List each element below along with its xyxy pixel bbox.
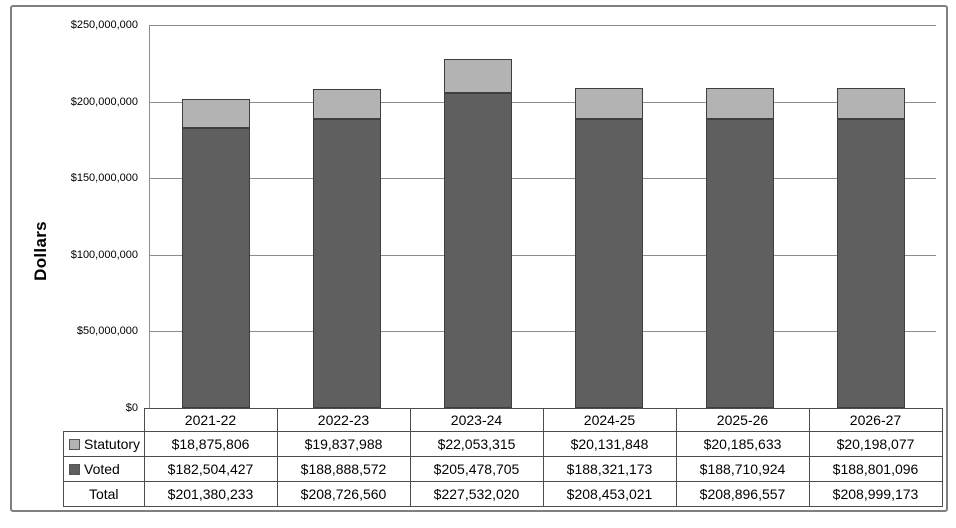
table-corner-cell: [64, 409, 145, 432]
legend-swatch-statutory-icon: [69, 439, 80, 450]
bar-segment-voted: [705, 119, 774, 408]
bar-segment-statutory: [705, 88, 774, 119]
y-axis-ticks: $0 $50,000,000 $100,000,000 $150,000,000 $20…: [0, 0, 138, 528]
table-value-cell: $20,198,077: [808, 431, 943, 457]
plot-area: [149, 25, 936, 408]
table-value-cell: $182,504,427: [143, 456, 278, 482]
category-label: 2023-24: [409, 408, 544, 432]
gridline: [150, 254, 936, 256]
table-value-cell: $205,478,705: [409, 456, 544, 482]
table-value-cell: $208,726,560: [276, 481, 411, 507]
bar-segment-statutory: [312, 89, 381, 119]
row-label-text: Statutory: [84, 436, 141, 452]
table-value-cell: $18,875,806: [143, 431, 278, 457]
y-tick-label: $100,000,000: [70, 248, 138, 261]
table-row-voted: Voted $182,504,427 $188,888,572 $205,478,70…: [63, 456, 943, 482]
bar-segment-statutory: [836, 88, 905, 119]
bar-segment-statutory: [443, 59, 512, 93]
bar-segment-voted: [181, 128, 250, 408]
data-table-body: 2021-22 2022-23 2023-24 2024-25 2025-26 2026-…: [63, 408, 943, 507]
category-label: 2026-27: [808, 408, 943, 432]
gridline: [150, 101, 936, 103]
figure-border: [10, 5, 948, 512]
row-label-voted: Voted: [63, 456, 145, 482]
bar-segment-statutory: [574, 88, 643, 119]
y-tick-label: $0: [125, 402, 138, 414]
table-value-cell: $208,896,557: [675, 481, 810, 507]
row-label-statutory: Statutory: [63, 431, 145, 457]
category-label: 2025-26: [675, 408, 810, 432]
category-label: 2022-23: [276, 408, 411, 432]
y-tick-label: $150,000,000: [70, 172, 138, 185]
table-value-cell: $19,837,988: [276, 431, 411, 457]
legend-swatch-voted-icon: [69, 464, 80, 475]
table-value-cell: $208,453,021: [542, 481, 677, 507]
gridline: [150, 331, 936, 333]
category-label: 2021-22: [143, 408, 278, 432]
table-value-cell: $22,053,315: [409, 431, 544, 457]
row-label-text: Total: [88, 486, 119, 502]
table-value-cell: $188,321,173: [542, 456, 677, 482]
category-label: 2024-25: [542, 408, 677, 432]
y-tick-label: $50,000,000: [76, 325, 138, 338]
data-table: 2021-22 2022-23 2023-24 2024-25 2025-26 2026-…: [63, 408, 943, 507]
category-header-row: 2021-22 2022-23 2023-24 2024-25 2025-26 2026-…: [64, 408, 943, 432]
y-tick-label: $250,000,000: [70, 19, 138, 31]
table-value-cell: $20,185,633: [675, 431, 810, 457]
bar-segment-voted: [574, 119, 643, 408]
gridline: [150, 178, 936, 180]
bar-segment-statutory: [181, 99, 250, 128]
row-label-text: Voted: [84, 461, 120, 477]
gridline: [150, 25, 936, 26]
row-label-total: Total: [63, 481, 145, 507]
table-value-cell: $201,380,233: [143, 481, 278, 507]
table-value-cell: $188,888,572: [276, 456, 411, 482]
table-value-cell: $227,532,020: [409, 481, 544, 507]
bar-segment-voted: [443, 93, 512, 408]
bar-segment-voted: [312, 119, 381, 408]
table-row-total: Total $201,380,233 $208,726,560 $227,532,02…: [63, 481, 943, 507]
table-row-statutory: Statutory $18,875,806 $19,837,988 $22,053,3…: [63, 431, 943, 457]
table-value-cell: $20,131,848: [542, 431, 677, 457]
bar-segment-voted: [836, 119, 905, 408]
table-value-cell: $208,999,173: [808, 481, 943, 507]
table-value-cell: $188,801,096: [808, 456, 943, 482]
table-value-cell: $188,710,924: [675, 456, 810, 482]
y-tick-label: $200,000,000: [70, 95, 138, 108]
